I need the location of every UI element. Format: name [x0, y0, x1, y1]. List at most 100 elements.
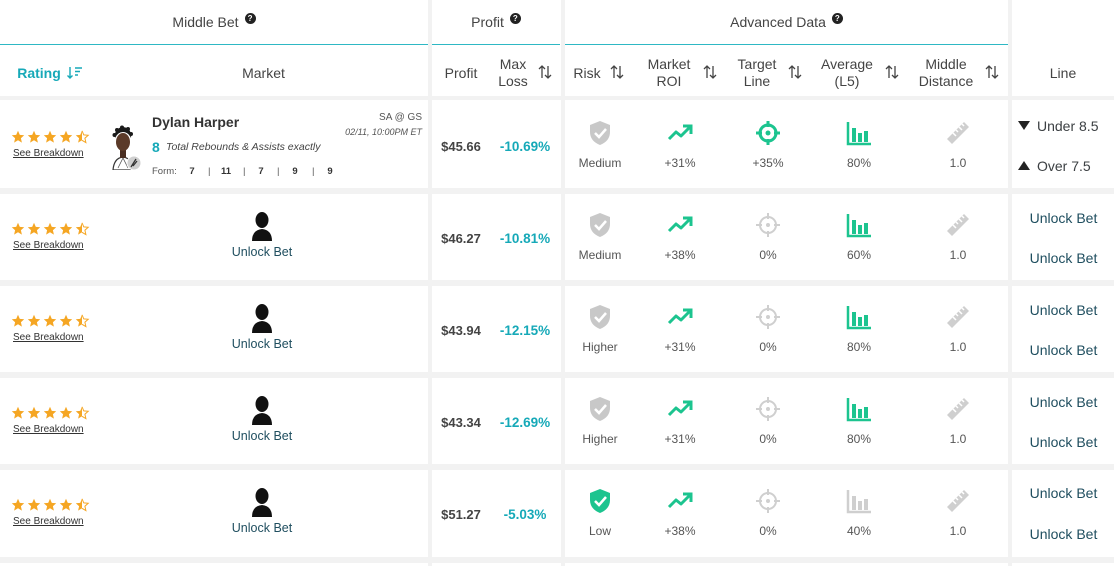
ruler-icon — [947, 490, 969, 512]
help-icon[interactable]: ? — [244, 12, 256, 24]
risk-label: Higher — [582, 340, 618, 354]
unlock-bet-link[interactable]: Unlock Bet — [1029, 394, 1098, 410]
target-line-header-line1: Target — [737, 56, 777, 72]
target-line-value: 0% — [759, 524, 777, 538]
ruler-icon — [947, 122, 969, 144]
player-avatar — [112, 125, 142, 170]
market-header-label: Market — [242, 64, 285, 81]
column-header-rating[interactable]: Rating — [0, 48, 100, 98]
profit-value: $45.66 — [441, 139, 481, 154]
target-icon — [756, 213, 780, 237]
form-separator: | — [243, 166, 246, 177]
sort-icon[interactable] — [985, 64, 999, 80]
see-breakdown-link[interactable]: See Breakdown — [13, 424, 84, 435]
sort-icon[interactable] — [538, 64, 552, 80]
unlock-bet-link[interactable]: Unlock Bet — [1029, 250, 1098, 266]
bet-number: 8 — [152, 139, 160, 155]
trending-up-icon — [667, 124, 693, 141]
line-over[interactable]: Over 7.5 — [1013, 158, 1114, 174]
risk-label: Medium — [578, 156, 622, 170]
market-roi-value: +31% — [664, 156, 696, 170]
see-breakdown-link[interactable]: See Breakdown — [13, 148, 84, 159]
unlock-bet-link[interactable]: Unlock Bet — [1029, 210, 1098, 226]
sort-descending-icon[interactable] — [66, 66, 83, 80]
form-separator: | — [208, 166, 211, 177]
column-header-max-loss[interactable]: Max Loss — [490, 48, 536, 98]
rating-stars — [11, 498, 90, 512]
help-icon[interactable]: ? — [509, 12, 521, 24]
column-header-middle-distance[interactable]: Middle Distance — [912, 48, 980, 98]
row-divider — [0, 96, 1114, 100]
rating-stars — [11, 314, 90, 328]
group-header-middle-bet: Middle Bet ? — [0, 0, 428, 45]
average-value: 80% — [846, 340, 872, 354]
group-title-middle-bet: Middle Bet — [172, 14, 239, 30]
profit-header-label: Profit — [444, 64, 478, 81]
row-divider — [0, 557, 1114, 563]
market-roi-value: +38% — [664, 248, 696, 262]
average-header-line1: Average — [821, 56, 873, 72]
target-icon — [756, 397, 780, 421]
bar-chart-icon — [846, 214, 871, 238]
row-divider — [0, 280, 1114, 286]
bar-chart-icon — [846, 306, 871, 330]
middle-distance-value: 1.0 — [949, 524, 967, 538]
target-line-value: 0% — [759, 432, 777, 446]
line-under[interactable]: Under 8.5 — [1013, 118, 1114, 134]
unlock-bet-link[interactable]: Unlock Bet — [231, 245, 293, 259]
unlock-bet-link[interactable]: Unlock Bet — [1029, 526, 1098, 542]
middle-distance-value: 1.0 — [949, 248, 967, 262]
unlock-bet-link[interactable]: Unlock Bet — [1029, 342, 1098, 358]
market-roi-header-line1: Market — [647, 56, 691, 72]
rating-stars — [11, 222, 90, 236]
column-header-market: Market — [100, 48, 427, 98]
unlock-bet-link[interactable]: Unlock Bet — [231, 521, 293, 535]
bar-chart-icon — [846, 122, 871, 146]
see-breakdown-link[interactable]: See Breakdown — [13, 240, 84, 251]
player-name[interactable]: Dylan Harper — [152, 114, 240, 130]
bet-description: Total Rebounds & Assists exactly — [166, 141, 321, 153]
bar-chart-icon — [846, 490, 871, 514]
group-header-advanced-data: Advanced Data ? — [565, 0, 1008, 45]
middle-distance-header-line1: Middle — [925, 56, 967, 72]
sort-icon[interactable] — [788, 64, 802, 80]
unlock-bet-link[interactable]: Unlock Bet — [231, 337, 293, 351]
locked-player-icon — [252, 212, 272, 241]
target-line-value: 0% — [759, 248, 777, 262]
group-header-profit: Profit ? — [432, 0, 560, 45]
group-title-advanced-data: Advanced Data — [730, 14, 826, 30]
market-roi-value: +38% — [664, 524, 696, 538]
risk-label: Medium — [578, 248, 622, 262]
sort-icon[interactable] — [885, 64, 899, 80]
line-over-label: Over 7.5 — [1037, 158, 1091, 174]
target-line-header-line2: Line — [743, 73, 771, 89]
help-icon[interactable]: ? — [831, 12, 843, 24]
ruler-icon — [947, 306, 969, 328]
sort-icon[interactable] — [610, 64, 624, 80]
column-header-risk[interactable]: Risk — [565, 48, 609, 98]
risk-header-label: Risk — [573, 64, 601, 81]
form-separator: | — [312, 166, 315, 177]
risk-label: Higher — [582, 432, 618, 446]
middle-distance-value: 1.0 — [949, 432, 967, 446]
see-breakdown-link[interactable]: See Breakdown — [13, 516, 84, 527]
unlock-bet-link[interactable]: Unlock Bet — [231, 429, 293, 443]
game-matchup: SA @ GS — [379, 112, 422, 123]
column-header-average[interactable]: Average (L5) — [815, 48, 879, 98]
market-roi-value: +31% — [664, 340, 696, 354]
unlock-bet-link[interactable]: Unlock Bet — [1029, 434, 1098, 450]
shield-icon — [590, 397, 610, 421]
row-divider — [0, 188, 1114, 194]
form-value: 11 — [220, 166, 232, 177]
form-value: 7 — [258, 166, 264, 177]
column-header-target-line[interactable]: Target Line — [729, 48, 785, 98]
row-divider — [0, 464, 1114, 470]
group-header-line — [1012, 0, 1114, 45]
sort-icon[interactable] — [703, 64, 717, 80]
column-header-market-roi[interactable]: Market ROI — [638, 48, 700, 98]
unlock-bet-link[interactable]: Unlock Bet — [1029, 485, 1098, 501]
max-loss-value: -5.03% — [503, 507, 547, 522]
see-breakdown-link[interactable]: See Breakdown — [13, 332, 84, 343]
unlock-bet-link[interactable]: Unlock Bet — [1029, 302, 1098, 318]
trending-up-icon — [667, 308, 693, 325]
